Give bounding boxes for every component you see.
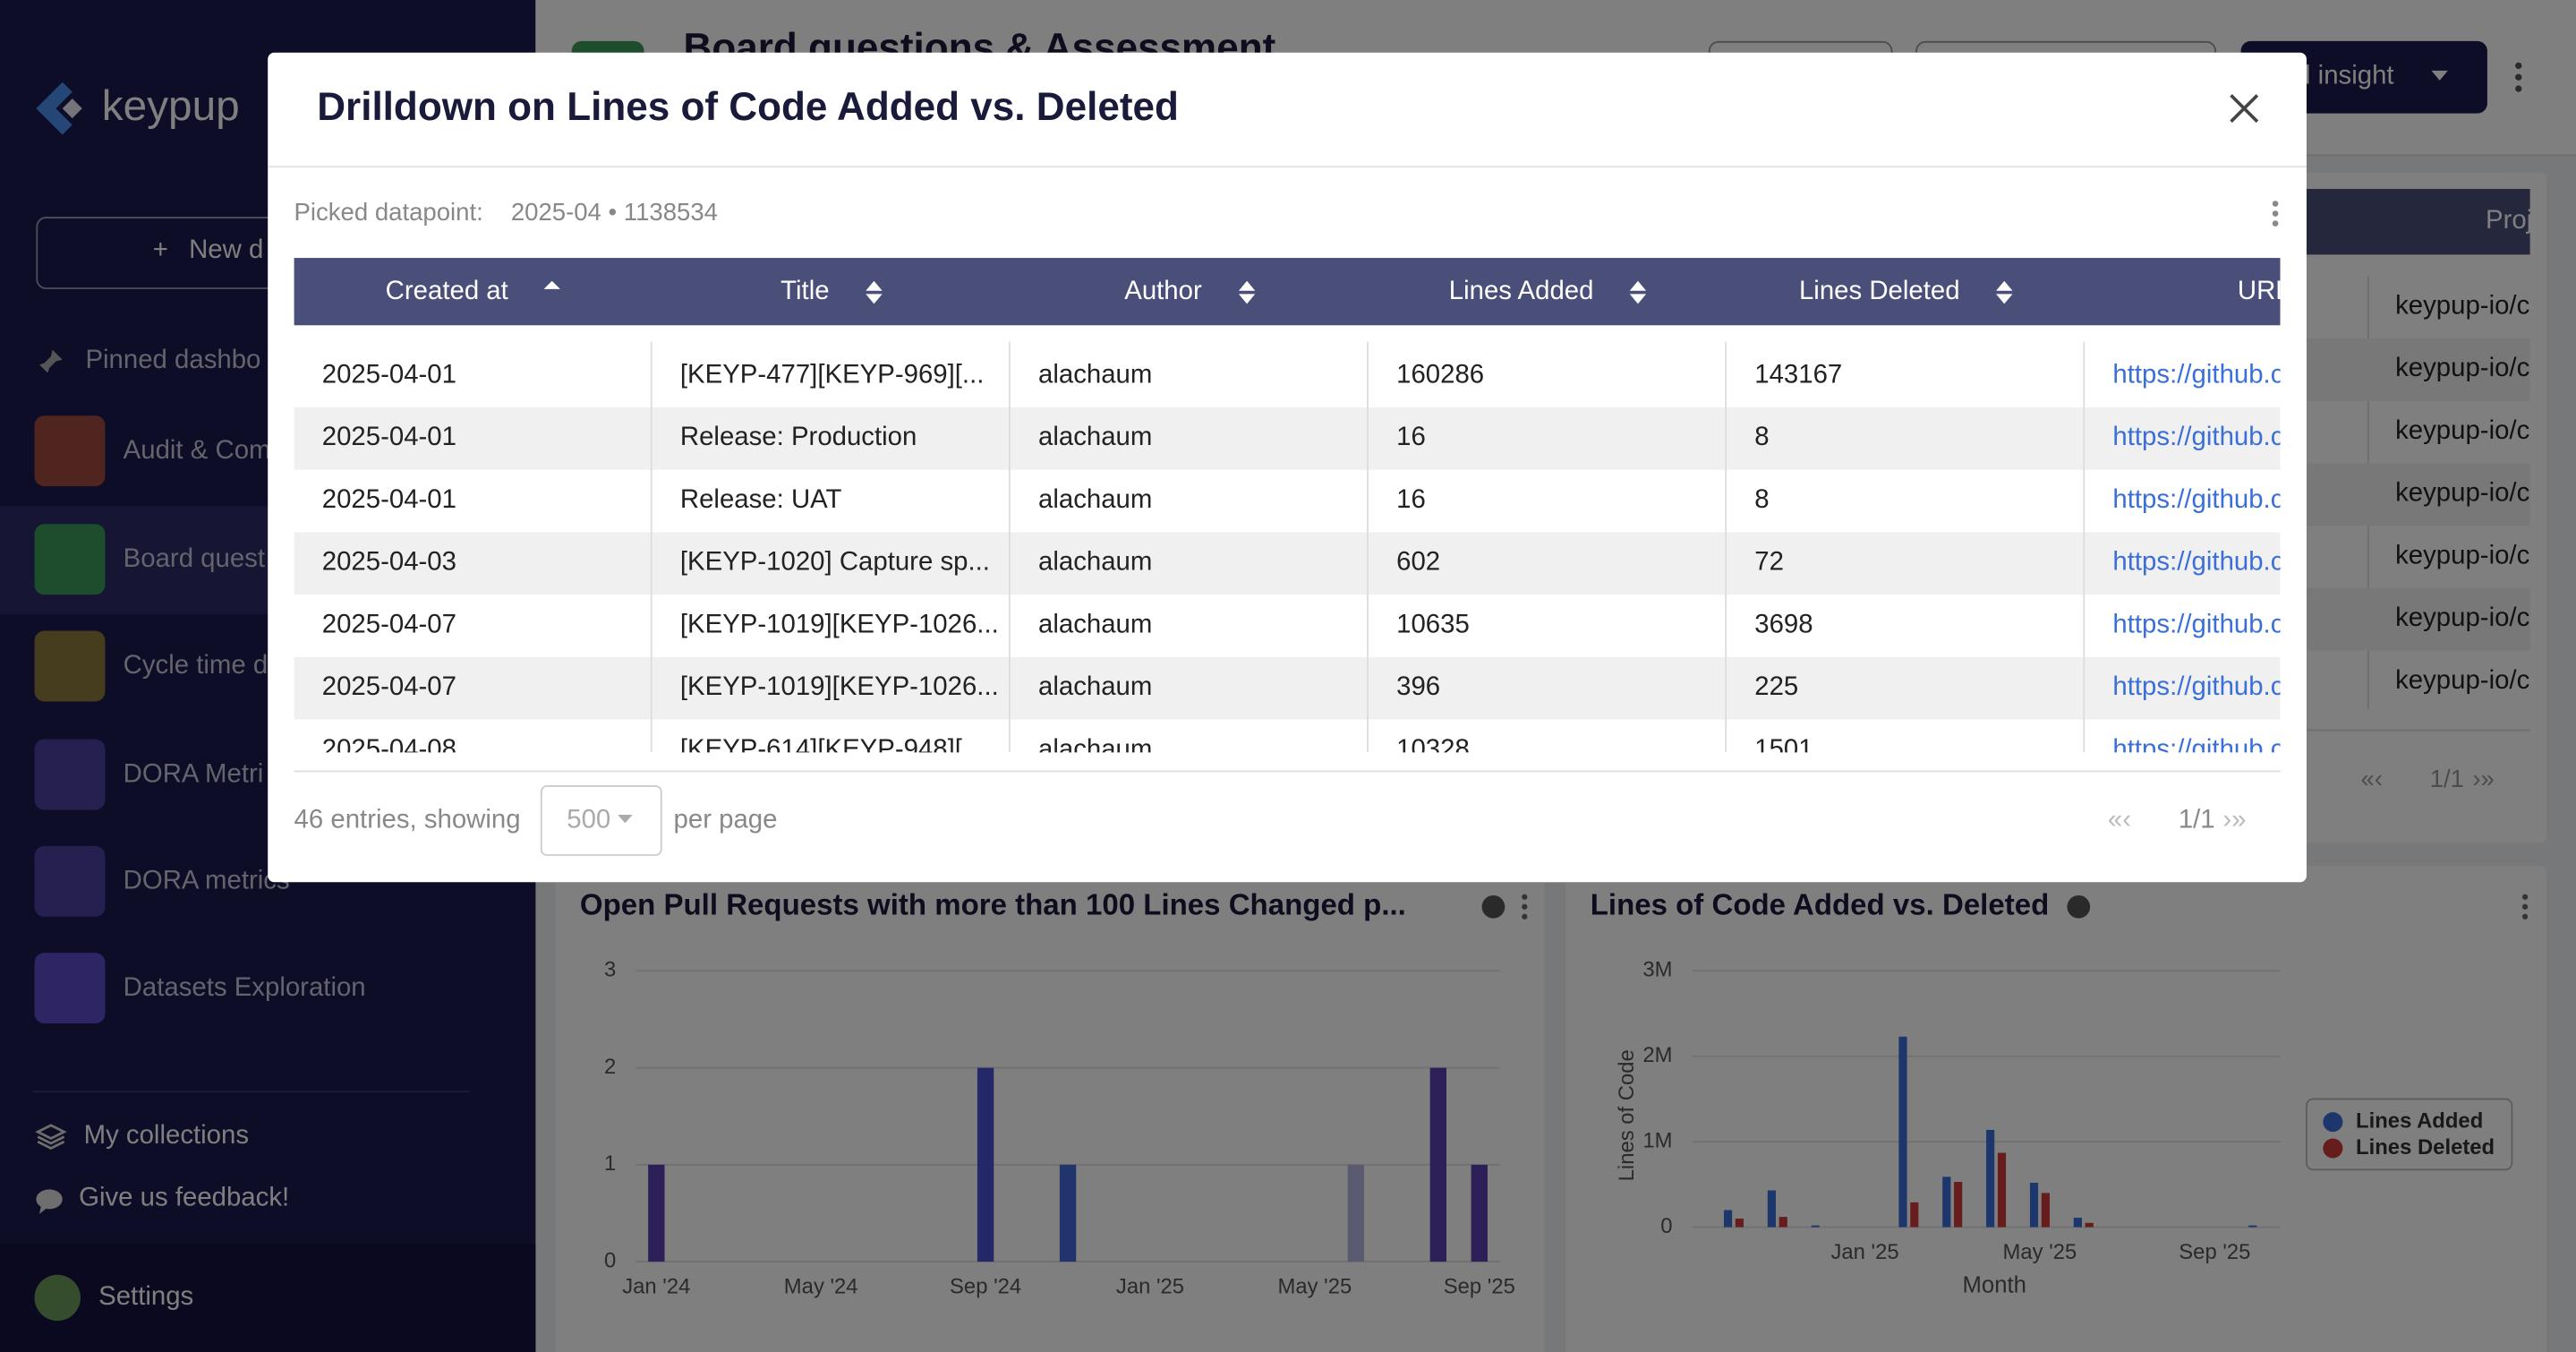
column-divider — [1367, 341, 1369, 753]
column-header-cell[interactable]: URL — [2085, 258, 2281, 325]
pagination-arrows[interactable]: «‹ — [2107, 806, 2132, 835]
cell: 2025-04-07 — [321, 611, 456, 639]
cell: 10635 — [1396, 611, 1470, 639]
select-caret — [618, 815, 633, 824]
picked-label: Picked datapoint: — [294, 199, 483, 227]
column-header-cell[interactable]: Author — [1011, 258, 1369, 325]
cell: 396 — [1396, 673, 1441, 702]
page-size: 500 — [567, 806, 611, 835]
sort-icon[interactable] — [865, 279, 883, 304]
cell: 143167 — [1754, 361, 1843, 389]
cell: alachaum — [1038, 424, 1153, 452]
cell: 2025-04-07 — [321, 673, 456, 702]
cell: [KEYP-614][KEYP-948][... — [679, 735, 985, 753]
cell: [KEYP-1019][KEYP-1026... — [679, 673, 999, 702]
modal-divider — [268, 166, 2307, 168]
cell: alachaum — [1038, 486, 1153, 515]
cell: Release: UAT — [679, 486, 842, 515]
cell: 8 — [1754, 486, 1770, 515]
entries-label: 46 entries, showing — [294, 806, 521, 835]
cell: 2025-04-03 — [321, 548, 456, 577]
cell: [KEYP-477][KEYP-969][... — [679, 361, 985, 389]
column-header: Title — [780, 277, 830, 305]
picked-value: 2025-04 • 1138534 — [510, 199, 718, 227]
cell: alachaum — [1038, 611, 1153, 639]
column-header: URL — [2237, 277, 2281, 305]
cell: 16 — [1396, 424, 1426, 452]
cell: 72 — [1754, 548, 1784, 577]
column-header-cell[interactable]: Title — [653, 258, 1011, 325]
column-divider — [1008, 341, 1011, 753]
column-header-cell[interactable]: Lines Deleted — [1727, 258, 2085, 325]
cell: 8 — [1754, 424, 1770, 452]
table-body: 2025-04-01 [KEYP-477][KEYP-969][... alacha… — [294, 325, 2281, 753]
kebab[interactable] — [2267, 199, 2283, 228]
cell: [KEYP-1019][KEYP-1026... — [679, 611, 999, 639]
cell: Release: Production — [679, 424, 917, 452]
cell: [KEYP-1020] Capture sp... — [679, 548, 990, 577]
column-divider — [650, 341, 653, 753]
close-button[interactable] — [2228, 92, 2261, 125]
cell: 16 — [1396, 486, 1426, 515]
cell: 225 — [1754, 673, 1799, 702]
column-divider — [2083, 341, 2086, 753]
column-divider — [1725, 341, 1727, 753]
row-stripe — [294, 532, 2281, 595]
cell: 602 — [1396, 548, 1441, 577]
row-stripe — [294, 656, 2281, 720]
cell: 2025-04-08 — [321, 735, 456, 753]
url-link[interactable]: https://github.c — [2112, 548, 2281, 577]
cell: 160286 — [1396, 361, 1485, 389]
column-header: Author — [1124, 277, 1202, 305]
sort-icon[interactable] — [1995, 279, 2013, 304]
page-size-select[interactable] — [540, 785, 662, 856]
per-page-label: per page — [673, 806, 778, 835]
url-link[interactable]: https://github.c — [2112, 361, 2281, 389]
url-link[interactable]: https://github.c — [2112, 673, 2281, 702]
cell: 3698 — [1754, 611, 1813, 639]
url-link[interactable]: https://github.c — [2112, 486, 2281, 515]
column-header-cell[interactable]: Lines Added — [1369, 258, 1727, 325]
modal: Drilldown on Lines of Code Added vs. Del… — [268, 52, 2307, 883]
cell: 2025-04-01 — [321, 424, 456, 452]
cell: alachaum — [1038, 673, 1153, 702]
column-header-cell[interactable]: Created at — [294, 258, 653, 325]
drilldown-table: Created at Title Author Lines Added Lines De… — [294, 258, 2281, 773]
column-header: Lines Added — [1448, 277, 1594, 305]
column-header: Created at — [385, 277, 508, 305]
url-link[interactable]: https://github.c — [2112, 611, 2281, 639]
cell: alachaum — [1038, 735, 1153, 753]
url-link[interactable]: https://github.c — [2112, 735, 2281, 753]
cell: alachaum — [1038, 361, 1153, 389]
table-header: Created at Title Author Lines Added Lines De… — [294, 258, 2281, 326]
url-link[interactable]: https://github.c — [2112, 424, 2281, 452]
sort-icon[interactable] — [544, 279, 561, 304]
cell: 2025-04-01 — [321, 486, 456, 515]
cell: alachaum — [1038, 548, 1153, 577]
cell: 2025-04-01 — [321, 361, 456, 389]
cell: 10328 — [1396, 735, 1470, 753]
modal-title: Drilldown on Lines of Code Added vs. Del… — [317, 85, 1179, 130]
row-stripe — [294, 407, 2281, 470]
column-header: Lines Deleted — [1798, 277, 1960, 305]
pagination-arrows[interactable]: ›» — [2222, 806, 2247, 835]
pagination: 1/1 — [2178, 806, 2215, 835]
cell: 1501 — [1754, 735, 1813, 753]
sort-icon[interactable] — [1629, 279, 1647, 304]
sort-icon[interactable] — [1238, 279, 1255, 304]
